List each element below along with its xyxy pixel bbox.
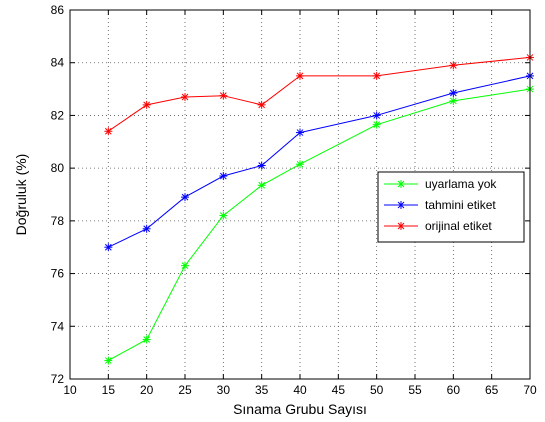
x-tick-label: 35	[255, 383, 269, 397]
data-point	[181, 92, 189, 101]
legend-item: orijinal etiket	[384, 219, 492, 233]
x-tick-label: 40	[293, 383, 307, 397]
legend-item: tahmini etiket	[384, 198, 496, 212]
x-tick-label: 45	[332, 383, 346, 397]
y-tick-label: 74	[51, 319, 65, 333]
x-tick-label: 70	[523, 383, 537, 397]
y-tick-label: 78	[51, 214, 65, 228]
data-point	[142, 100, 151, 109]
data-point	[296, 71, 304, 80]
data-point	[296, 128, 304, 137]
y-tick-label: 86	[51, 3, 65, 17]
data-point	[142, 224, 151, 233]
x-axis-label: Sınama Grubu Sayısı	[233, 401, 367, 417]
data-point	[219, 172, 228, 181]
y-tick-label: 80	[51, 161, 65, 175]
data-point	[104, 243, 113, 252]
y-tick-label: 76	[51, 267, 65, 281]
data-point	[142, 335, 151, 344]
data-point	[181, 193, 189, 202]
legend-marker	[397, 201, 405, 209]
legend-label: tahmini etiket	[425, 198, 496, 212]
data-point	[257, 100, 266, 109]
data-point	[449, 61, 458, 70]
data-point	[296, 160, 304, 169]
x-tick-label: 65	[485, 383, 499, 397]
data-point	[104, 356, 113, 365]
data-point	[219, 91, 228, 100]
data-point	[449, 89, 458, 98]
x-tick-label: 25	[178, 383, 192, 397]
x-tick-label: 60	[447, 383, 461, 397]
data-point	[257, 181, 266, 190]
y-tick-label: 82	[51, 108, 65, 122]
legend-label: uyarlama yok	[425, 177, 497, 191]
data-point	[219, 211, 228, 220]
x-tick-label: 30	[217, 383, 231, 397]
data-point	[257, 161, 266, 170]
series-tahmini-etiket	[104, 71, 534, 252]
x-tick-label: 50	[370, 383, 384, 397]
legend-item: uyarlama yok	[384, 177, 497, 191]
x-tick-label: 15	[102, 383, 116, 397]
axis-ticks: 10 15 20 25 30 35 40 45 50 55 60 65 70 72 74 76 78 80 82 84…	[51, 3, 537, 397]
legend-marker	[397, 180, 405, 188]
data-point	[372, 111, 381, 120]
legend-marker	[397, 222, 405, 230]
legend: uyarlama yok tahmini etiket orijinal etike…	[377, 171, 525, 243]
legend-label: orijinal etiket	[425, 219, 492, 233]
x-tick-label: 20	[140, 383, 154, 397]
series-uyarlama-yok	[104, 85, 534, 365]
y-tick-label: 72	[51, 372, 65, 386]
data-point	[449, 96, 458, 105]
data-point	[181, 261, 189, 270]
y-axis-label: Doğruluk (%)	[13, 154, 29, 236]
data-point	[372, 71, 381, 80]
data-point	[372, 120, 381, 129]
x-tick-label: 10	[63, 383, 77, 397]
data-point	[104, 127, 113, 136]
y-tick-label: 84	[51, 56, 65, 70]
x-tick-label: 55	[408, 383, 422, 397]
